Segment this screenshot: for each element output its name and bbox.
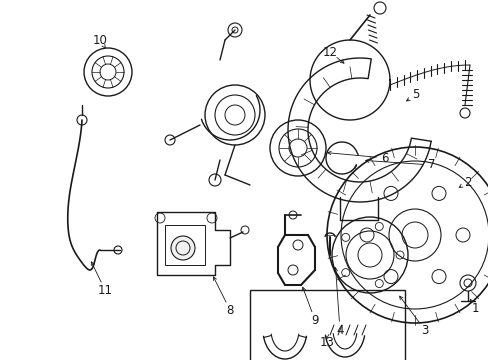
Text: 9: 9 <box>311 314 318 327</box>
Text: 3: 3 <box>421 324 428 337</box>
Text: 12: 12 <box>322 45 337 58</box>
Bar <box>164 225 204 265</box>
Bar <box>249 290 404 360</box>
Text: 4: 4 <box>336 324 343 337</box>
Text: 6: 6 <box>381 152 388 165</box>
Text: 8: 8 <box>226 303 233 316</box>
Text: 11: 11 <box>97 284 112 297</box>
Text: 7: 7 <box>427 158 435 171</box>
Text: 13: 13 <box>319 336 334 348</box>
Text: 2: 2 <box>463 175 471 189</box>
Text: 1: 1 <box>470 302 478 315</box>
Text: 5: 5 <box>411 89 419 102</box>
Circle shape <box>171 236 195 260</box>
Text: 10: 10 <box>92 33 107 46</box>
